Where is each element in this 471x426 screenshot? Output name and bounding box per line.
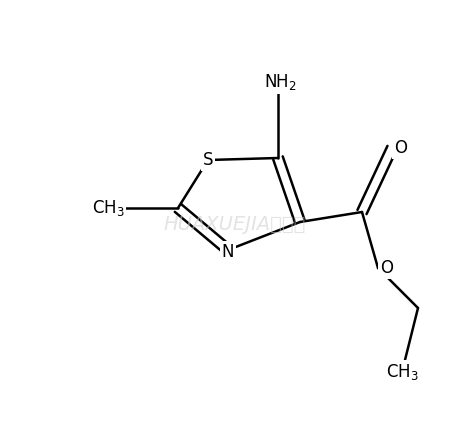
Text: O: O [394,139,407,157]
Text: CH$_3$: CH$_3$ [92,198,124,218]
Text: O: O [380,259,393,277]
Text: NH$_2$: NH$_2$ [264,72,296,92]
Text: CH$_3$: CH$_3$ [386,362,418,382]
Text: S: S [203,151,213,169]
Text: N: N [222,243,234,261]
Text: HUAXUEJIA化学加: HUAXUEJIA化学加 [164,216,306,234]
